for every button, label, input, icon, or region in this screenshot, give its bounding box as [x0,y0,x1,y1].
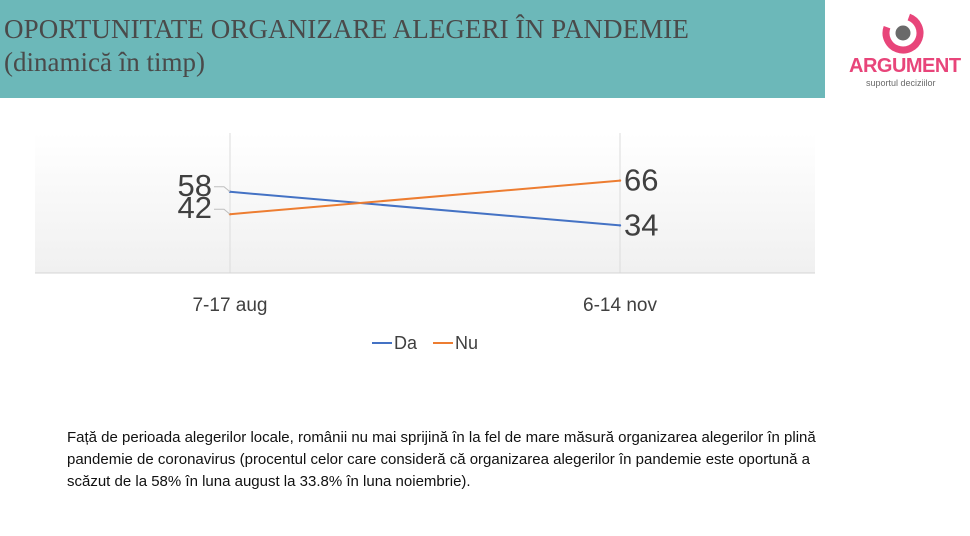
series-line-da [229,190,621,227]
page-subtitle: (dinamică în timp) [4,47,205,77]
page-title: OPORTUNITATE ORGANIZARE ALEGERI ÎN PANDE… [4,14,689,44]
data-labels: 58 34 42 66 [178,163,659,243]
legend-item-nu: Nu [433,333,478,353]
logo-tagline: suportul deciziilor [866,78,936,88]
plot-area [35,133,815,273]
series-line-nu [229,179,621,216]
data-point-da [618,224,622,227]
header-band: OPORTUNITATE ORGANIZARE ALEGERI ÎN PANDE… [0,0,825,98]
data-label-da: 58 [178,168,212,203]
grid-lines [35,133,815,274]
data-label-nu: 42 [178,190,212,225]
argument-logo-icon [882,12,924,54]
line-chart: 58 34 42 66 7-17 aug 6-14 nov Da Nu [35,133,815,353]
leader-line [214,186,231,193]
legend-label: Nu [455,333,478,353]
legend: Da Nu [372,333,478,353]
caption-text: Față de perioada alegerilor locale, româ… [67,429,816,490]
data-point-nu [618,179,622,182]
logo-wordmark: ARGUMENT [849,55,961,77]
series-lines [228,179,622,227]
leader-line [214,208,231,215]
x-tick-label: 6-14 nov [583,295,657,316]
data-label-nu: 66 [624,163,658,198]
legend-item-da: Da [372,333,418,353]
x-axis-labels: 7-17 aug 6-14 nov [192,295,657,316]
x-tick-label: 7-17 aug [192,295,267,316]
legend-label: Da [394,333,418,353]
data-label-da: 34 [624,207,658,242]
